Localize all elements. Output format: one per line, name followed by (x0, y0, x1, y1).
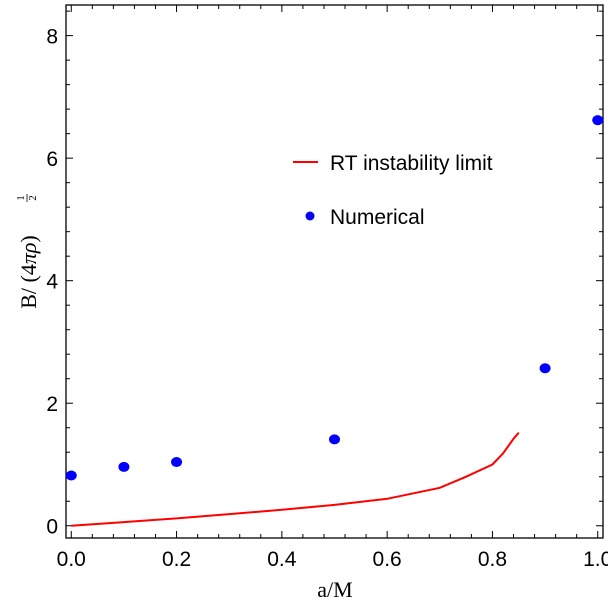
x-tick-label: 0.8 (478, 548, 507, 571)
x-tick-label: 0.2 (162, 548, 191, 571)
data-point-numerical (592, 115, 604, 126)
y-tick-label: 0 (46, 516, 58, 539)
data-point-numerical (118, 461, 130, 472)
series-line-rt-instability-limit (71, 431, 520, 527)
data-point-numerical (65, 470, 77, 481)
x-tick-label: 0.0 (57, 548, 86, 571)
legend-label-rt-instability-limit: RT instability limit (330, 152, 493, 175)
x-tick-label: 0.6 (373, 548, 402, 571)
data-point-numerical (329, 434, 340, 445)
y-axis-label-exponent-denominator: 2 (27, 195, 39, 201)
axis-ticks (66, 5, 603, 538)
y-tick-label: 6 (46, 148, 58, 171)
y-axis-label-close: ) (16, 235, 41, 242)
y-axis-label: B/ (4πρ) 1 2 (15, 194, 41, 309)
y-tick-label: 4 (46, 271, 58, 294)
x-tick-labels: 0.0 0.2 0.4 0.6 0.8 1.0 (57, 548, 608, 571)
y-axis-label-pi: π (16, 252, 41, 264)
data-point-numerical (539, 363, 551, 374)
y-tick-labels: 0 2 4 6 8 (46, 26, 58, 539)
y-axis-label-main: B/ (4 (16, 264, 41, 309)
legend: RT instability limit Numerical (293, 152, 493, 229)
plot-frame (65, 4, 604, 539)
series-numerical-points (65, 115, 604, 481)
y-tick-label: 8 (46, 26, 58, 49)
svg-text:B/ (4πρ): B/ (4πρ) (16, 235, 41, 309)
legend-label-numerical: Numerical (330, 206, 425, 229)
y-axis-label-rho: ρ (16, 243, 41, 255)
x-tick-label: 0.4 (267, 548, 297, 571)
y-axis-label-exponent-numerator: 1 (15, 195, 27, 201)
x-axis-label: a/M (317, 577, 352, 602)
y-tick-label: 2 (46, 393, 58, 416)
data-point-numerical (171, 457, 183, 468)
legend-swatch-numerical (305, 211, 315, 221)
x-tick-label: 1.0 (583, 548, 608, 571)
